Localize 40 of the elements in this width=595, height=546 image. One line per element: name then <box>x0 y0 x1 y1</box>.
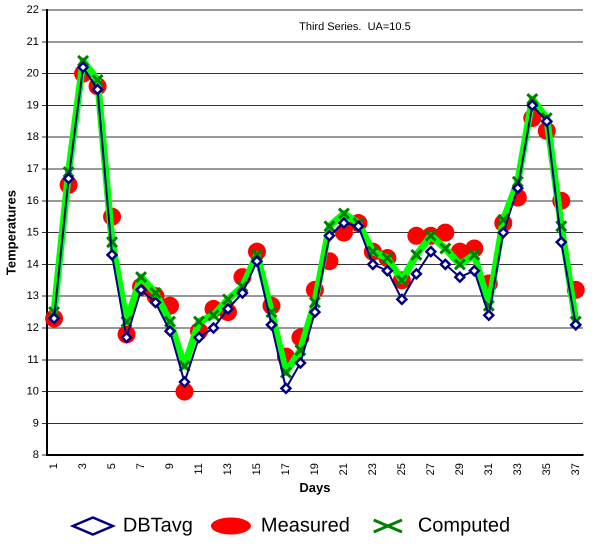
x-tick-label: 35 <box>540 463 553 476</box>
y-tick-label: 10 <box>26 386 39 398</box>
legend-label: DBTavg <box>122 514 193 537</box>
y-tick-label: 14 <box>26 258 39 270</box>
x-tick-label: 27 <box>424 463 437 476</box>
y-axis-title: Temperatures <box>3 190 18 276</box>
y-tick-label: 11 <box>27 354 39 366</box>
x-tick-label: 15 <box>250 463 263 476</box>
x-tick-label: 3 <box>77 463 90 470</box>
y-tick-label: 16 <box>26 194 39 207</box>
y-tick-label: 19 <box>26 99 39 112</box>
x-tick-label: 29 <box>454 463 466 476</box>
x-tick-label: 31 <box>482 463 495 476</box>
y-tick-label: 9 <box>32 417 39 430</box>
y-tick-label: 20 <box>26 68 39 80</box>
x-tick-label: 23 <box>366 463 379 476</box>
annotation: Third Series. UA=10.5 <box>299 21 411 34</box>
y-tick-label: 13 <box>26 290 39 302</box>
x-tick-label: 33 <box>512 463 524 476</box>
x-tick-label: 17 <box>280 463 292 476</box>
x-tick-label: 1 <box>48 463 60 470</box>
x-tick-label: 37 <box>570 463 582 476</box>
y-tick-label: 15 <box>26 226 39 239</box>
legend-label: Measured <box>260 514 350 537</box>
x-tick-label: 21 <box>338 463 350 476</box>
x-tick-label: 11 <box>193 463 206 475</box>
y-tick-label: 8 <box>32 449 39 462</box>
y-tick-label: 12 <box>26 322 39 334</box>
y-tick-label: 17 <box>26 163 39 176</box>
y-tick-label: 18 <box>26 131 39 144</box>
x-tick-label: 25 <box>396 463 408 476</box>
x-tick-label: 19 <box>308 463 321 476</box>
x-tick-label: 13 <box>222 463 234 476</box>
x-tick-label: 5 <box>106 463 118 470</box>
x-axis-title: Days <box>299 480 330 495</box>
x-tick-label: 7 <box>135 463 148 470</box>
y-tick-label: 22 <box>26 4 39 16</box>
x-tick-label: 9 <box>164 463 176 470</box>
y-tick-label: 21 <box>26 36 39 48</box>
legend-label: Computed <box>418 514 510 537</box>
